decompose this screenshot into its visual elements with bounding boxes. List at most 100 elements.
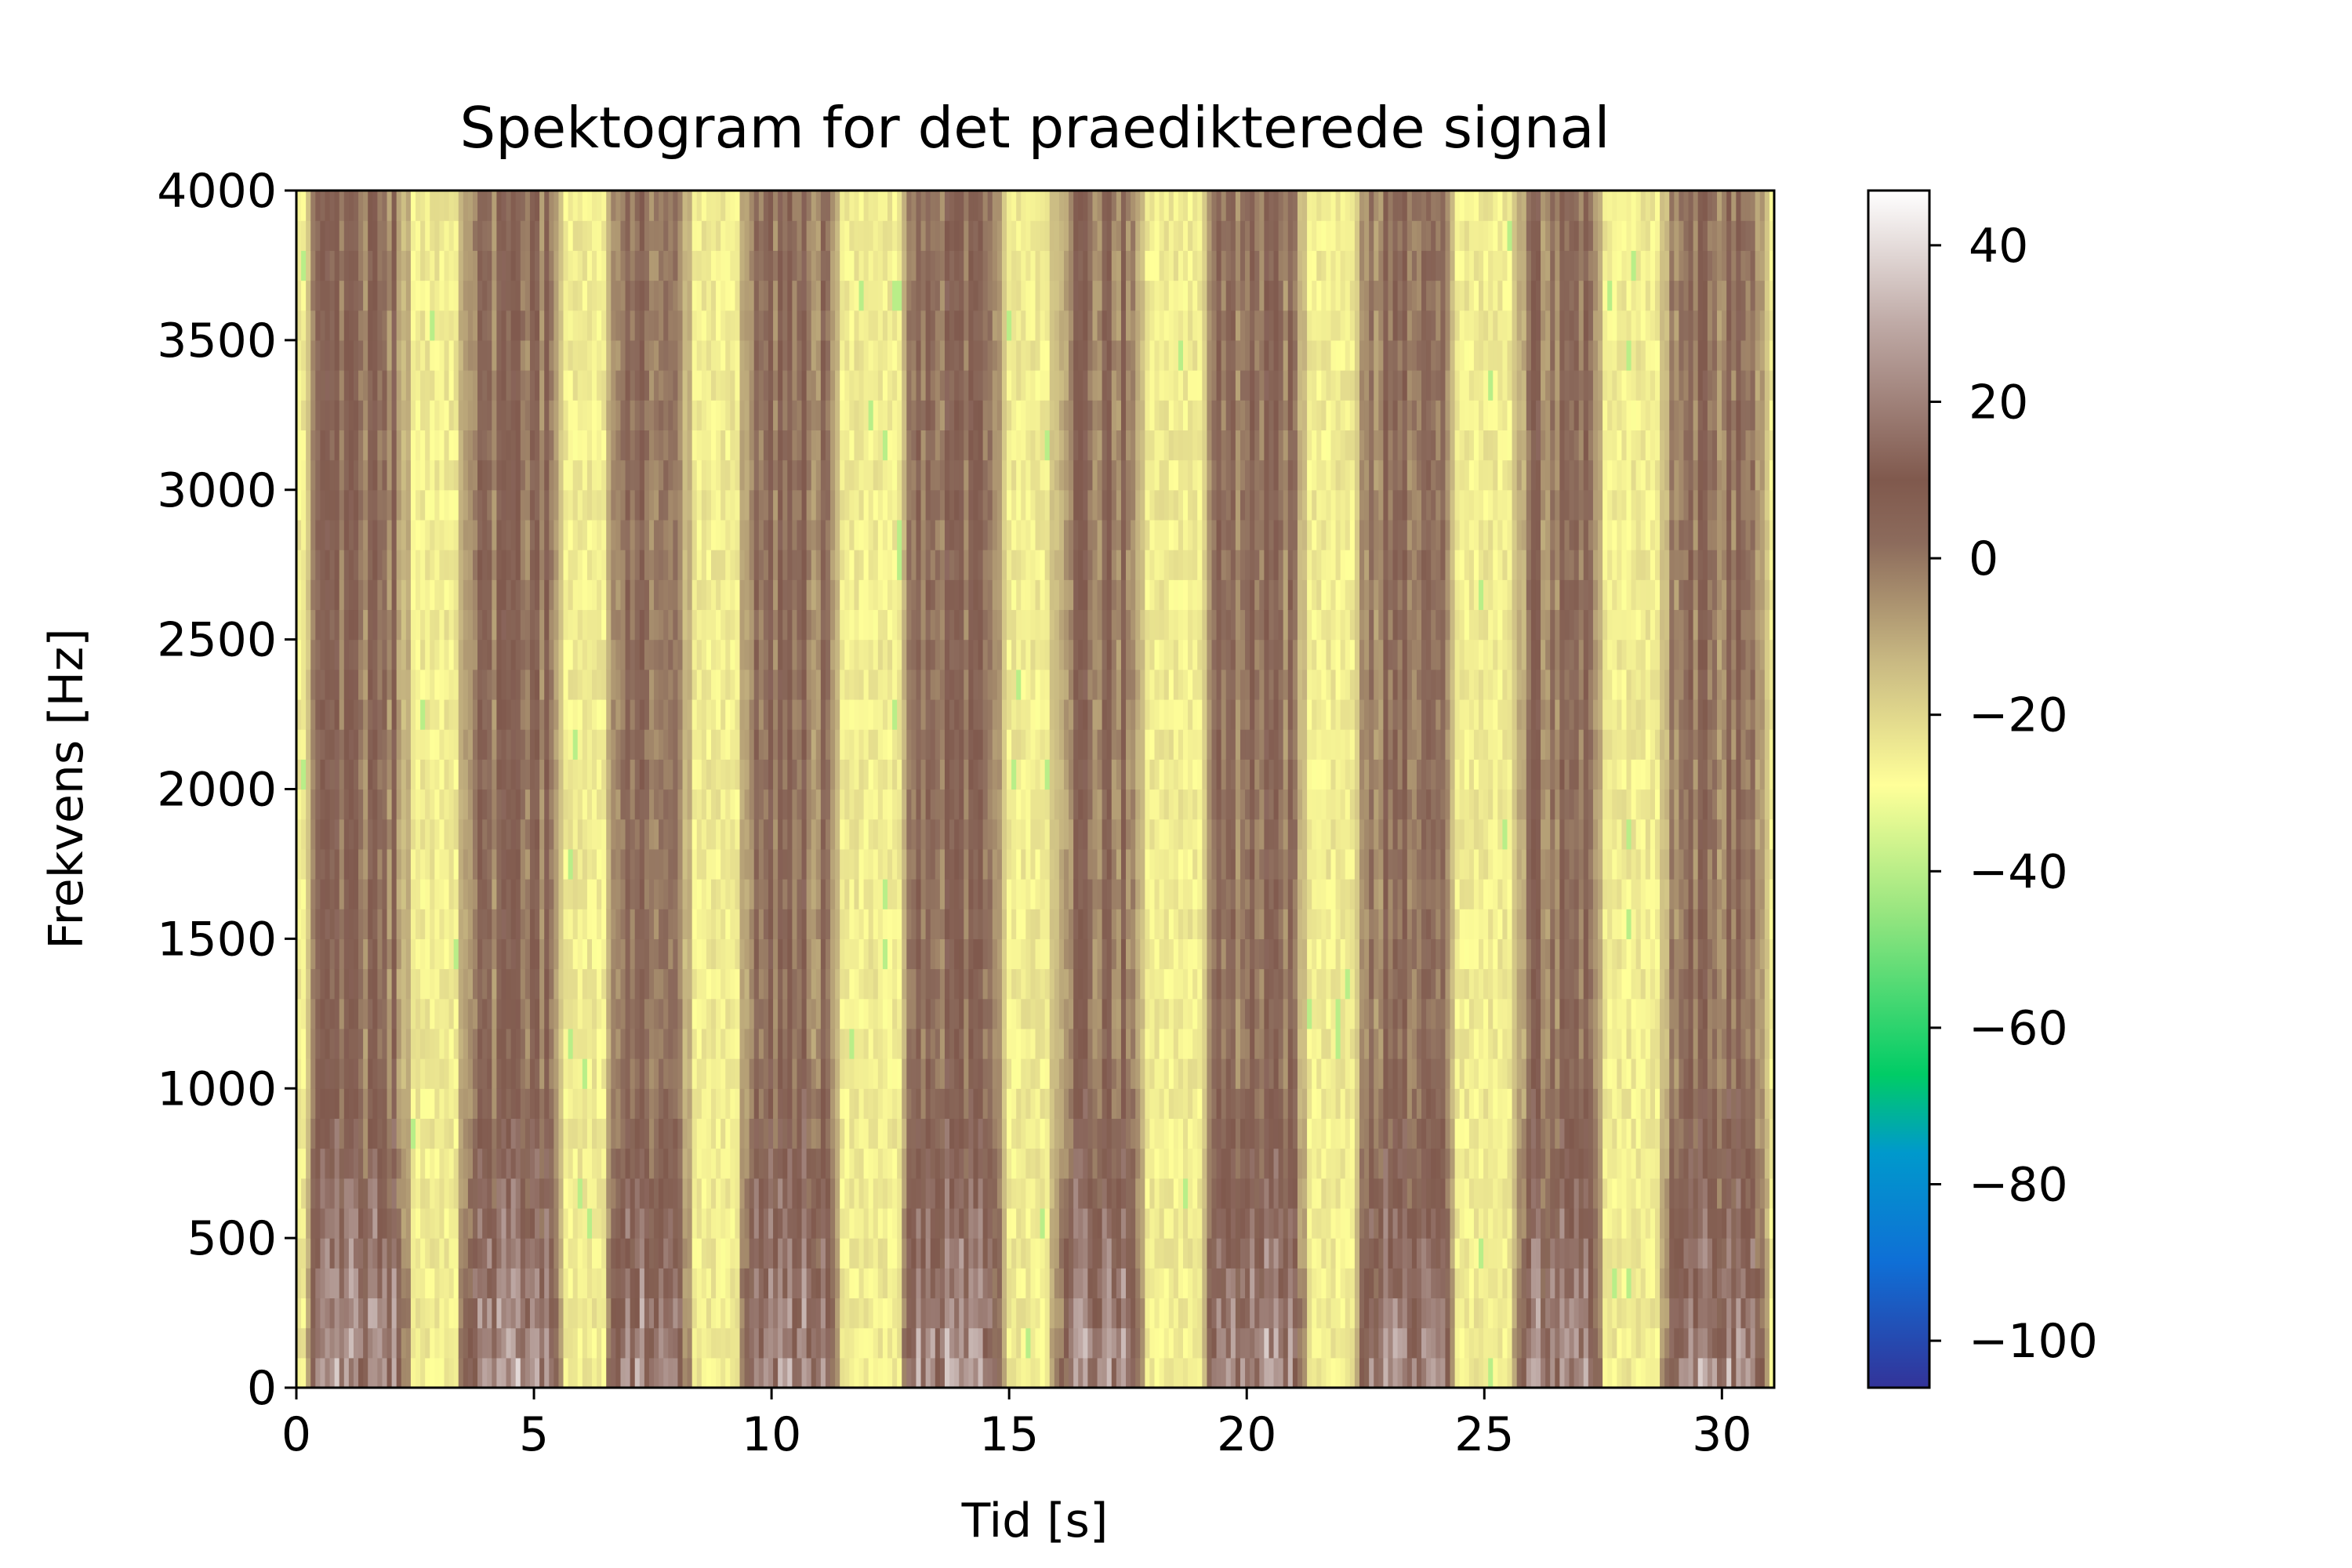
- heatmap-cell: [420, 1268, 426, 1299]
- heatmap-cell: [482, 729, 488, 760]
- heatmap-cell: [458, 1178, 464, 1209]
- heatmap-cell: [753, 310, 760, 341]
- heatmap-cell: [492, 430, 497, 461]
- heatmap-cell: [353, 1058, 359, 1089]
- heatmap-cell: [887, 489, 893, 521]
- heatmap-cell: [782, 310, 788, 341]
- heatmap-cell: [806, 938, 812, 970]
- heatmap-cell: [654, 489, 659, 521]
- heatmap-cell: [659, 848, 664, 880]
- heatmap-cell: [368, 1148, 373, 1179]
- heatmap-cell: [840, 191, 845, 221]
- heatmap-cell: [592, 310, 597, 341]
- heatmap-cell: [706, 879, 712, 909]
- heatmap-cell: [487, 639, 492, 670]
- heatmap-cell: [410, 848, 416, 880]
- heatmap-cell: [877, 759, 884, 790]
- heatmap-cell: [296, 370, 302, 401]
- heatmap-cell: [725, 220, 731, 251]
- heatmap-cell: [815, 370, 822, 401]
- heatmap-cell: [659, 400, 664, 430]
- heatmap-cell: [744, 579, 750, 611]
- heatmap-cell: [501, 370, 507, 401]
- heatmap-cell: [611, 609, 616, 641]
- heatmap-cell: [339, 998, 345, 1029]
- heatmap-cell: [410, 909, 416, 939]
- heatmap-cell: [648, 1058, 655, 1089]
- heatmap-cell: [739, 998, 746, 1029]
- heatmap-cell: [753, 1268, 760, 1299]
- heatmap-cell: [673, 1327, 679, 1359]
- heatmap-cell: [863, 909, 869, 939]
- heatmap-cell: [329, 998, 336, 1029]
- heatmap-cell: [448, 699, 455, 730]
- heatmap-cell: [634, 370, 641, 401]
- heatmap-cell: [659, 938, 664, 970]
- heatmap-cell: [458, 998, 464, 1029]
- heatmap-cell: [296, 818, 302, 850]
- heatmap-cell: [306, 699, 311, 730]
- heatmap-cell: [448, 550, 455, 580]
- heatmap-cell: [568, 759, 574, 790]
- heatmap-cell: [773, 1088, 779, 1120]
- heatmap-cell: [377, 1028, 383, 1059]
- heatmap-cell: [782, 789, 788, 820]
- heatmap-cell: [515, 250, 521, 281]
- heatmap-cell: [358, 1088, 364, 1120]
- heatmap-cell: [611, 1028, 616, 1059]
- heatmap-cell: [758, 909, 764, 939]
- heatmap-cell: [387, 789, 393, 820]
- heatmap-cell: [854, 1148, 860, 1179]
- heatmap-cell: [606, 1118, 612, 1149]
- heatmap-cell: [611, 489, 616, 521]
- heatmap-cell: [830, 938, 836, 970]
- heatmap-cell: [363, 370, 368, 401]
- heatmap-cell: [391, 639, 397, 670]
- heatmap-cell: [467, 191, 474, 221]
- heatmap-cell: [849, 370, 855, 401]
- heatmap-cell: [315, 729, 321, 760]
- heatmap-cell: [372, 759, 378, 790]
- heatmap-cell: [735, 370, 741, 401]
- heatmap-cell: [405, 280, 412, 311]
- heatmap-cell: [572, 639, 579, 670]
- heatmap-cell: [825, 848, 831, 880]
- heatmap-cell: [520, 818, 526, 850]
- heatmap-cell: [463, 848, 469, 880]
- heatmap-cell: [696, 310, 702, 341]
- heatmap-cell: [773, 280, 779, 311]
- heatmap-cell: [706, 220, 712, 251]
- heatmap-cell: [334, 1118, 340, 1149]
- heatmap-cell: [539, 339, 545, 371]
- heatmap-cell: [463, 879, 469, 909]
- heatmap-cell: [725, 879, 731, 909]
- heatmap-cell: [806, 1268, 812, 1299]
- heatmap-cell: [601, 909, 607, 939]
- heatmap-cell: [563, 1088, 569, 1120]
- heatmap-cell: [644, 280, 650, 311]
- heatmap-cell: [663, 729, 669, 760]
- heatmap-cell: [625, 310, 631, 341]
- heatmap-cell: [492, 280, 497, 311]
- heatmap-cell: [492, 1298, 497, 1329]
- heatmap-cell: [778, 609, 783, 641]
- heatmap-cell: [654, 848, 659, 880]
- heatmap-cell: [396, 818, 402, 850]
- heatmap-cell: [749, 430, 755, 461]
- heatmap-cell: [773, 1178, 779, 1209]
- heatmap-cell: [768, 759, 774, 790]
- heatmap-cell: [420, 1028, 426, 1059]
- heatmap-cell: [811, 818, 817, 850]
- heatmap-cell: [420, 818, 426, 850]
- heatmap-cell: [840, 1118, 845, 1149]
- heatmap-cell: [520, 998, 526, 1029]
- heatmap-cell: [659, 1268, 664, 1299]
- heatmap-cell: [663, 1088, 669, 1120]
- heatmap-cell: [343, 909, 350, 939]
- heatmap-cell: [873, 1207, 879, 1239]
- heatmap-cell: [529, 1268, 535, 1299]
- heatmap-cell: [301, 1207, 307, 1239]
- heatmap-cell: [420, 1298, 426, 1329]
- heatmap-cell: [472, 669, 478, 700]
- heatmap-cell: [554, 669, 560, 700]
